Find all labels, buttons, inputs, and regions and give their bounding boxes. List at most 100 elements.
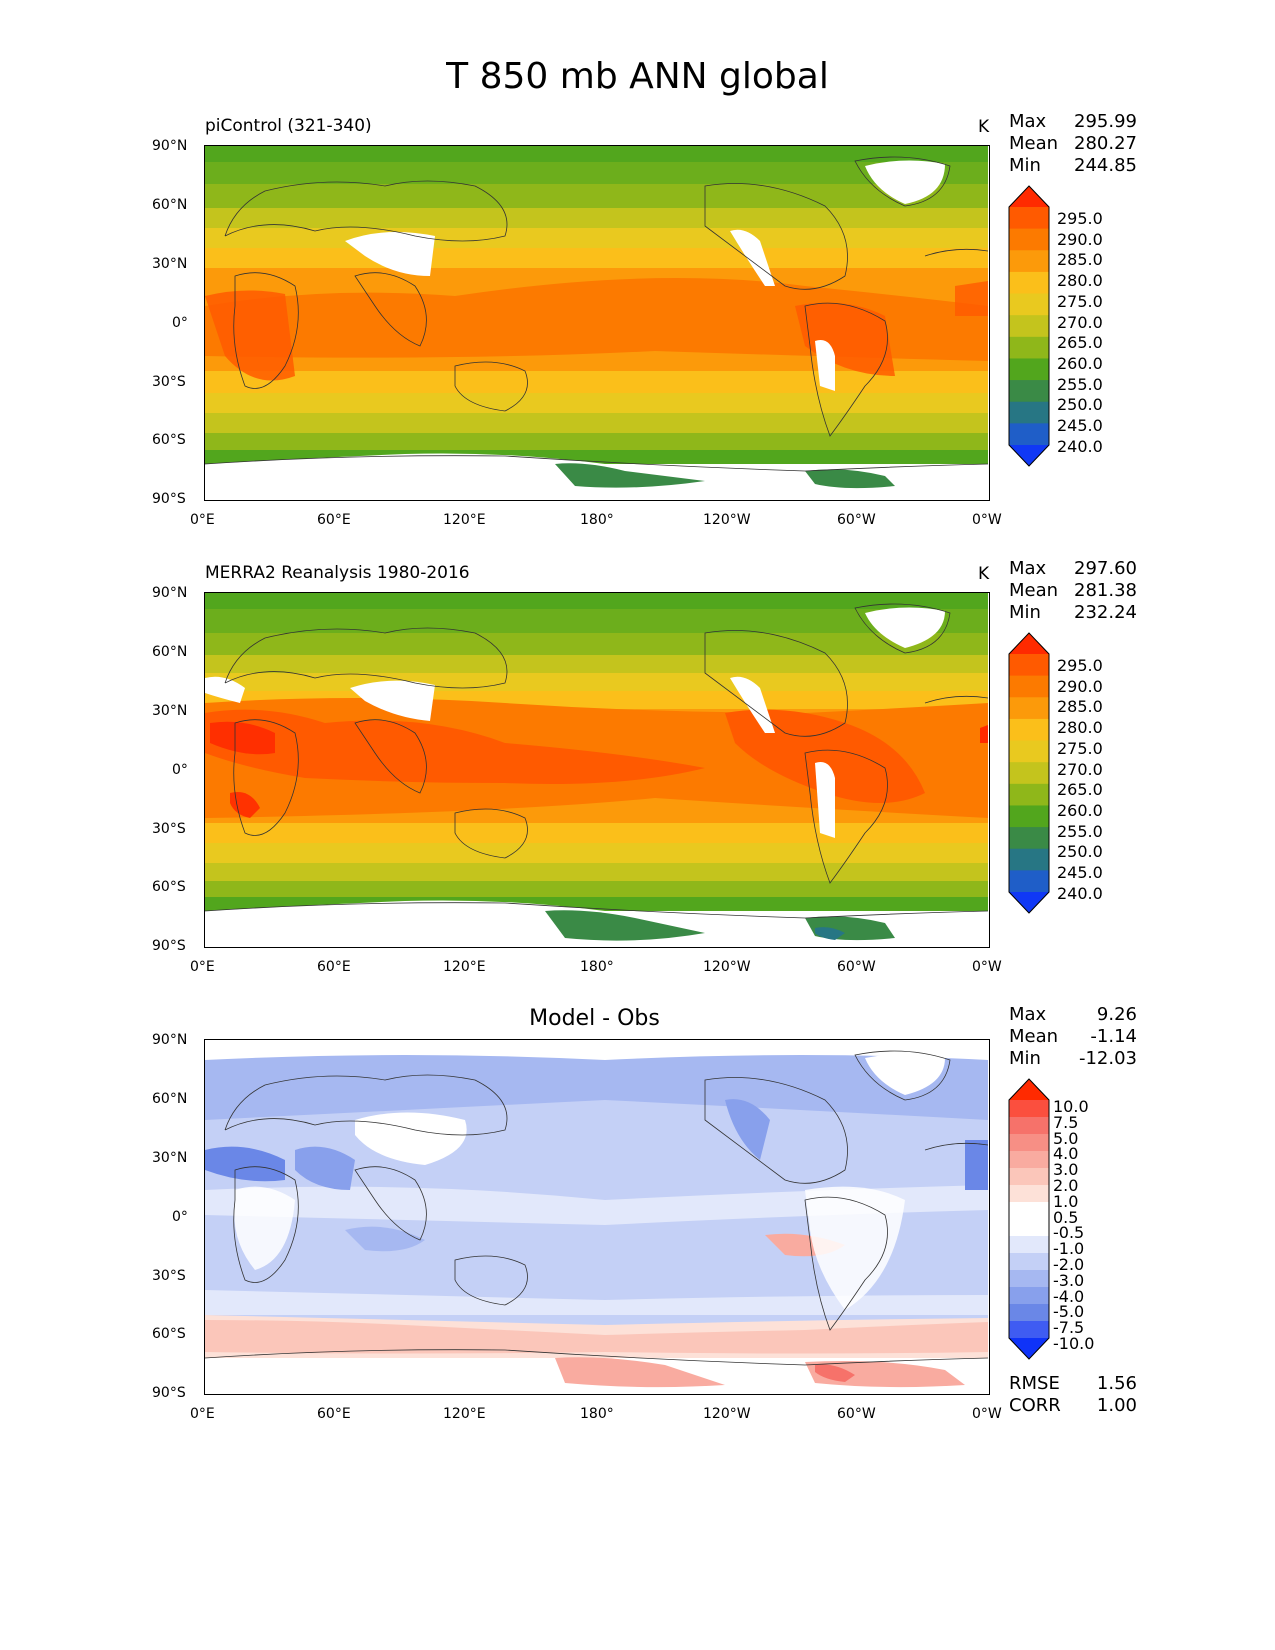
colorbar-level: 240.0 [1057,883,1103,903]
lon-tick: 180° [580,959,614,975]
colorbar-level: -10.0 [1053,1333,1095,1353]
colorbar-level: 290.0 [1057,676,1103,696]
colorbar-segment [1009,783,1049,806]
colorbar-segment [1009,697,1049,720]
colorbar-outline [1008,632,1050,914]
lat-tick: 90°S [152,938,186,954]
lat-tick: 90°N [152,585,188,601]
panel-2-stats: Max 297.60 Mean 281.38 Min 232.24 [1009,558,1137,624]
lon-tick: 180° [580,1406,614,1422]
colorbar-level: -3.0 [1053,1270,1085,1290]
colorbar-segment [1009,336,1049,359]
colorbar-level: 245.0 [1057,416,1103,436]
colorbar-outline [1008,1078,1050,1360]
corr-value: 1.00 [1096,1395,1137,1416]
colorbar-segment [1009,1117,1049,1135]
colorbar-segment [1009,358,1049,381]
lat-tick: 30°S [152,1268,186,1284]
panel-1-units: K [978,117,990,137]
colorbar-segment [1009,1236,1049,1254]
lat-tick: 30°S [152,374,186,390]
rmse-label: RMSE [1009,1373,1060,1394]
colorbar-level: -2.0 [1053,1254,1085,1274]
colorbar-level: 3.0 [1053,1160,1079,1180]
stat-min-value: 232.24 [1074,602,1137,623]
colorbar-segment [1009,250,1049,273]
colorbar-level: 265.0 [1057,333,1103,353]
colorbar-level: -7.5 [1053,1318,1085,1338]
stat-max-value: 297.60 [1074,558,1137,579]
stat-min-label: Min [1009,1048,1041,1069]
panel-3-stats: Max 9.26 Mean -1.14 Min -12.03 [1009,1004,1137,1070]
stat-min-label: Min [1009,602,1041,623]
lat-tick: 30°N [152,1150,188,1166]
colorbar-level: 270.0 [1057,759,1103,779]
colorbar-segment [1009,1202,1049,1220]
colorbar-level: 295.0 [1057,656,1103,675]
lon-tick: 120°W [703,959,751,975]
panel-1-colorbar [1008,185,1050,467]
panel-2-colorbar-labels: 295.0 290.0 285.0 280.0 275.0 270.0 265.… [1057,656,1103,904]
lon-tick: 0°E [190,959,215,975]
lon-tick: 120°E [443,959,486,975]
panel-1-label: piControl (321-340) [205,116,372,136]
stat-max-label: Max [1009,1004,1047,1025]
lat-tick: 0° [172,1209,188,1225]
colorbar-level: 1.0 [1053,1191,1079,1211]
colorbar-segment [1009,1134,1049,1152]
lat-tick: 60°N [152,644,188,660]
panel-3-map [204,1039,990,1395]
colorbar-segment [1009,1168,1049,1186]
colorbar-segment [1009,228,1049,251]
lat-tick: 30°S [152,821,186,837]
rmse-value: 1.56 [1096,1373,1137,1394]
lon-tick: 120°E [443,512,486,528]
colorbar-segment [1009,1321,1049,1339]
corr-label: CORR [1009,1395,1061,1416]
colorbar-segment [1009,1151,1049,1169]
colorbar-level: 280.0 [1057,718,1103,738]
colorbar-segment [1009,315,1049,338]
colorbar-bottom-extension [1009,1338,1049,1359]
lon-tick: 120°E [443,1406,486,1422]
colorbar-segment [1009,718,1049,742]
panel-2-units: K [978,564,990,584]
colorbar-segment [1009,827,1049,850]
stat-max-label: Max [1009,558,1047,579]
colorbar-segment [1009,1287,1049,1305]
lat-tick: 30°N [152,256,188,272]
lon-tick: 0°W [972,1406,1002,1422]
stat-mean-label: Mean [1009,580,1059,601]
panel-1-stats: Max 295.99 Mean 280.27 Min 244.85 [1009,111,1137,177]
lat-tick: 60°S [152,1326,186,1342]
lon-tick: 60°E [317,1406,351,1422]
colorbar-level: 2.0 [1053,1175,1079,1195]
lat-tick: 0° [172,762,188,778]
lat-tick: 90°N [152,138,188,154]
colorbar-level: 260.0 [1057,353,1103,373]
colorbar-level: 250.0 [1057,395,1103,415]
stat-mean-value: 280.27 [1074,133,1137,154]
stat-max-label: Max [1009,111,1047,132]
stat-max-value: 295.99 [1074,111,1137,132]
figure-title: T 850 mb ANN global [446,56,829,97]
stat-mean-value: 281.38 [1074,580,1137,601]
stat-mean-label: Mean [1009,133,1059,154]
lat-tick: 60°N [152,197,188,213]
colorbar-segment [1009,1253,1049,1271]
lon-tick: 0°W [972,959,1002,975]
stat-mean-label: Mean [1009,1026,1059,1047]
colorbar-level: 265.0 [1057,780,1103,800]
colorbar-level: 255.0 [1057,374,1103,394]
colorbar-level: 245.0 [1057,863,1103,883]
lat-tick: 90°N [152,1032,188,1048]
colorbar-segment [1009,848,1049,871]
colorbar-level: 290.0 [1057,229,1103,249]
lon-tick: 60°W [837,512,876,528]
colorbar-level: 260.0 [1057,800,1103,820]
colorbar-level: 295.0 [1057,209,1103,228]
colorbar-segment [1009,1219,1049,1237]
colorbar-level: 250.0 [1057,842,1103,862]
colorbar-level: 0.5 [1053,1207,1079,1227]
lat-tick: 60°S [152,432,186,448]
